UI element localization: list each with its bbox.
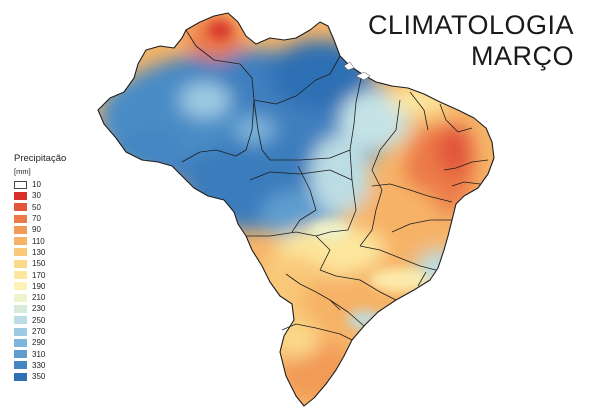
- legend-swatch: [14, 316, 27, 325]
- legend-unit: [mm]: [14, 167, 31, 176]
- legend-item: 70: [14, 213, 66, 224]
- legend-item: 130: [14, 247, 66, 258]
- legend-item: 110: [14, 235, 66, 246]
- legend-label: 190: [32, 281, 46, 291]
- legend-label: 290: [32, 338, 46, 348]
- legend-item: 170: [14, 269, 66, 280]
- legend-item: 190: [14, 281, 66, 292]
- legend-swatch: [14, 225, 27, 234]
- map-title: CLIMATOLOGIA MARÇO: [368, 10, 574, 72]
- legend-item: 210: [14, 292, 66, 303]
- legend-label: 350: [32, 372, 46, 382]
- legend-item: 50: [14, 202, 66, 213]
- legend-label: 270: [32, 327, 46, 336]
- legend-swatch: [14, 191, 27, 200]
- legend-item: 250: [14, 315, 66, 326]
- legend-swatch: [14, 180, 27, 189]
- legend-label: 110: [32, 236, 45, 246]
- legend-label: 170: [32, 270, 46, 280]
- legend-swatch: [14, 237, 27, 246]
- legend-label: 10: [32, 180, 41, 190]
- legend-swatch: [14, 282, 27, 291]
- legend-label: 130: [32, 247, 46, 257]
- precipitation-legend: Precipitação [mm] 10 30 50 70 90 110 130 150 170…: [14, 153, 66, 382]
- legend-swatch: [14, 271, 27, 280]
- legend-swatch: [14, 214, 27, 223]
- legend-item: 30: [14, 190, 66, 201]
- legend-item: 310: [14, 348, 66, 359]
- legend-label: 330: [32, 360, 46, 370]
- map-title-line-1: CLIMATOLOGIA: [367, 10, 574, 40]
- legend-label: 230: [32, 304, 46, 314]
- legend-item: 10: [14, 179, 66, 190]
- legend-swatch: [14, 304, 27, 313]
- legend-item: 350: [14, 371, 66, 382]
- legend-label: 210: [32, 293, 46, 303]
- legend-swatch: [14, 259, 27, 268]
- legend-swatch: [14, 203, 27, 212]
- legend-item: 150: [14, 258, 66, 269]
- legend-item: 330: [14, 360, 66, 371]
- legend-swatch: [14, 372, 27, 381]
- legend-swatch: [14, 293, 27, 302]
- legend-label: 70: [32, 214, 41, 224]
- legend-label: 50: [32, 202, 41, 212]
- legend-item: 290: [14, 337, 66, 348]
- legend-label: 90: [32, 225, 41, 235]
- legend-label: 150: [32, 259, 46, 269]
- legend-swatch: [14, 248, 27, 257]
- map-title-line-2: MARÇO: [471, 41, 574, 71]
- legend-item: 90: [14, 224, 66, 235]
- legend-swatch: [14, 350, 27, 359]
- legend-title: Precipitação: [14, 153, 67, 164]
- legend-swatch: [14, 327, 27, 336]
- legend-item: 270: [14, 326, 66, 337]
- legend-swatch: [14, 338, 27, 347]
- legend-items: 10 30 50 70 90 110 130 150 170 190 210 230 250 270 290…: [14, 179, 66, 382]
- legend-item: 230: [14, 303, 66, 314]
- legend-label: 250: [32, 315, 46, 325]
- legend-label: 30: [32, 191, 41, 201]
- legend-swatch: [14, 361, 27, 370]
- legend-label: 310: [32, 349, 46, 359]
